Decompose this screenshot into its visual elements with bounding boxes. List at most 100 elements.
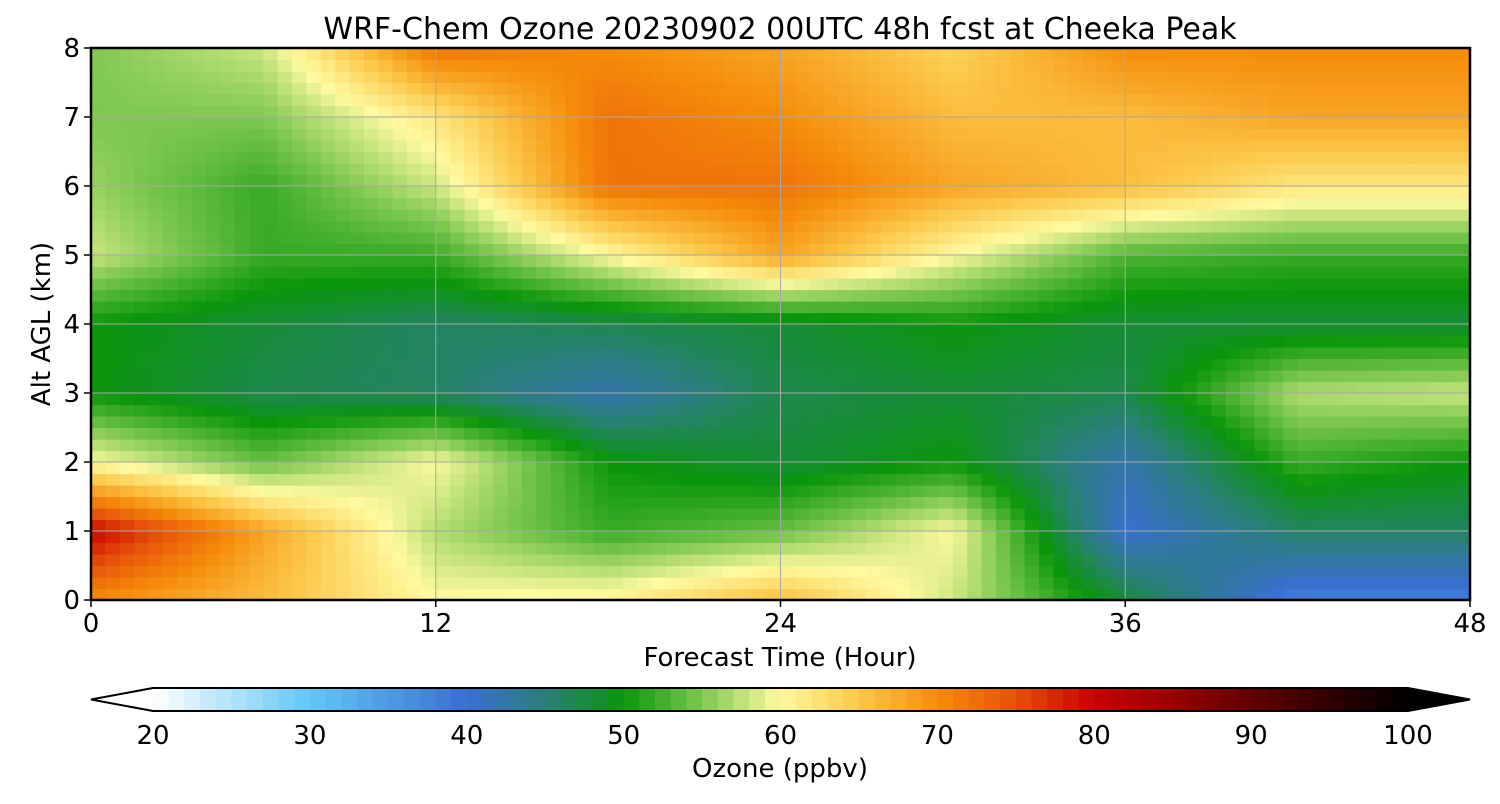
heatmap-cell bbox=[407, 335, 422, 348]
heatmap-cell bbox=[651, 197, 667, 210]
heatmap-cell bbox=[1383, 82, 1399, 95]
heatmap-cell bbox=[1355, 416, 1371, 429]
heatmap-cell bbox=[565, 519, 580, 532]
heatmap-cell bbox=[1168, 531, 1184, 544]
heatmap-cell bbox=[263, 220, 279, 233]
heatmap-cell bbox=[665, 577, 681, 590]
heatmap-cell bbox=[995, 404, 1011, 417]
heatmap-cell bbox=[766, 496, 782, 509]
heatmap-cell bbox=[780, 232, 796, 245]
heatmap-cell bbox=[1283, 450, 1299, 463]
heatmap-cell bbox=[320, 531, 336, 544]
heatmap-cell bbox=[1197, 496, 1213, 509]
heatmap-cell bbox=[952, 105, 968, 118]
heatmap-cell bbox=[536, 427, 552, 440]
heatmap-cell bbox=[1398, 439, 1414, 452]
heatmap-cell bbox=[766, 370, 782, 383]
heatmap-cell bbox=[1125, 255, 1141, 268]
heatmap-cell bbox=[1254, 508, 1270, 521]
heatmap-cell bbox=[794, 94, 810, 107]
heatmap-cell bbox=[1182, 232, 1198, 245]
heatmap-cell bbox=[292, 266, 308, 279]
heatmap-cell bbox=[737, 393, 753, 406]
heatmap-cell bbox=[91, 485, 106, 498]
heatmap-cell bbox=[679, 312, 695, 325]
heatmap-cell bbox=[363, 140, 379, 153]
heatmap-cell bbox=[421, 439, 437, 452]
heatmap-cell bbox=[1024, 519, 1040, 532]
heatmap-cell bbox=[263, 542, 279, 555]
heatmap-cell bbox=[794, 140, 810, 153]
heatmap-cell bbox=[1039, 542, 1055, 555]
heatmap-cell bbox=[1053, 174, 1069, 187]
heatmap-cell bbox=[1067, 48, 1083, 61]
heatmap-cell bbox=[320, 174, 336, 187]
heatmap-cell bbox=[1197, 197, 1213, 210]
heatmap-cell bbox=[780, 519, 796, 532]
heatmap-cell bbox=[105, 289, 121, 302]
heatmap-cell bbox=[1240, 48, 1256, 61]
heatmap-cell bbox=[737, 186, 753, 199]
heatmap-cell bbox=[766, 508, 782, 521]
heatmap-cell bbox=[593, 312, 609, 325]
heatmap-cell bbox=[249, 278, 264, 291]
heatmap-cell bbox=[277, 473, 293, 486]
heatmap-cell bbox=[306, 335, 322, 348]
heatmap-cell bbox=[608, 232, 624, 245]
heatmap-cell bbox=[335, 48, 351, 61]
heatmap-cell bbox=[234, 163, 250, 176]
heatmap-cell bbox=[263, 324, 279, 337]
heatmap-cell bbox=[1139, 312, 1155, 325]
heatmap-cell bbox=[363, 48, 379, 61]
heatmap-cell bbox=[421, 508, 437, 521]
heatmap-cell bbox=[751, 554, 767, 567]
heatmap-cell bbox=[1254, 105, 1270, 118]
colorbar-segment bbox=[200, 688, 217, 711]
heatmap-cell bbox=[924, 48, 940, 61]
heatmap-cell bbox=[1412, 554, 1428, 567]
heatmap-cell bbox=[1153, 427, 1169, 440]
heatmap-cell bbox=[162, 174, 178, 187]
heatmap-cell bbox=[1355, 404, 1371, 417]
heatmap-cell bbox=[1254, 48, 1270, 61]
heatmap-cell bbox=[995, 117, 1011, 130]
heatmap-cell bbox=[837, 94, 853, 107]
heatmap-cell bbox=[608, 450, 624, 463]
heatmap-cell bbox=[1010, 186, 1026, 199]
heatmap-cell bbox=[837, 347, 853, 360]
heatmap-cell bbox=[378, 347, 394, 360]
heatmap-cell bbox=[1110, 59, 1126, 72]
heatmap-cell bbox=[205, 266, 221, 279]
heatmap-cell bbox=[1024, 71, 1040, 84]
heatmap-cell bbox=[234, 312, 250, 325]
heatmap-cell bbox=[1240, 485, 1256, 498]
heatmap-cell bbox=[234, 232, 250, 245]
heatmap-cell bbox=[852, 312, 868, 325]
colorbar-segment bbox=[498, 688, 515, 711]
heatmap-cell bbox=[1039, 335, 1055, 348]
heatmap-cell bbox=[349, 128, 365, 141]
heatmap-cell bbox=[220, 450, 236, 463]
heatmap-cell bbox=[1297, 439, 1313, 452]
heatmap-cell bbox=[1082, 404, 1098, 417]
heatmap-cell bbox=[565, 427, 580, 440]
heatmap-cell bbox=[837, 416, 853, 429]
heatmap-cell bbox=[938, 243, 954, 256]
heatmap-cell bbox=[1441, 94, 1457, 107]
heatmap-cell bbox=[277, 128, 293, 141]
heatmap-cell bbox=[306, 151, 322, 164]
heatmap-cell bbox=[751, 71, 767, 84]
heatmap-cell bbox=[134, 335, 150, 348]
heatmap-cell bbox=[1125, 335, 1141, 348]
heatmap-cell bbox=[292, 508, 308, 521]
heatmap-cell bbox=[751, 347, 767, 360]
heatmap-cell bbox=[823, 209, 839, 222]
heatmap-cell bbox=[1096, 439, 1112, 452]
heatmap-cell bbox=[134, 485, 150, 498]
heatmap-cell bbox=[909, 48, 925, 61]
heatmap-cell bbox=[665, 404, 681, 417]
heatmap-cell bbox=[1139, 128, 1155, 141]
heatmap-cell bbox=[694, 105, 710, 118]
heatmap-cell bbox=[1268, 473, 1284, 486]
heatmap-cell bbox=[823, 266, 839, 279]
